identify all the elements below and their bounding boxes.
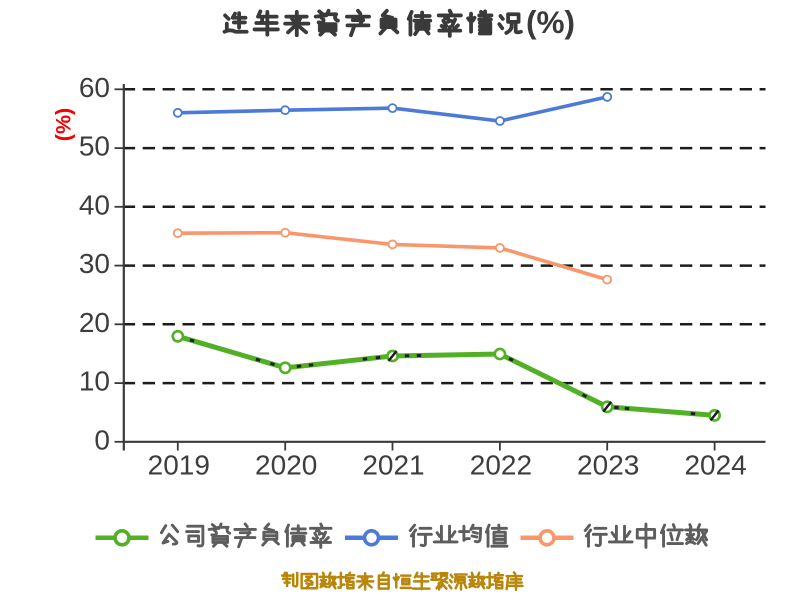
svg-text:(%): (%): [52, 108, 76, 141]
svg-text:10: 10: [79, 366, 110, 397]
svg-text:0: 0: [94, 424, 110, 455]
svg-text:20: 20: [79, 307, 110, 338]
svg-text:2023: 2023: [577, 450, 639, 481]
svg-text:(%): (%): [526, 4, 575, 40]
svg-text:2020: 2020: [255, 450, 317, 481]
svg-text:40: 40: [79, 189, 110, 220]
svg-text:60: 60: [79, 72, 110, 103]
svg-text:2021: 2021: [362, 450, 424, 481]
svg-text:50: 50: [79, 131, 110, 162]
svg-text:2019: 2019: [148, 450, 210, 481]
svg-text:30: 30: [79, 248, 110, 279]
svg-text:2022: 2022: [470, 450, 532, 481]
svg-text:2024: 2024: [684, 450, 746, 481]
